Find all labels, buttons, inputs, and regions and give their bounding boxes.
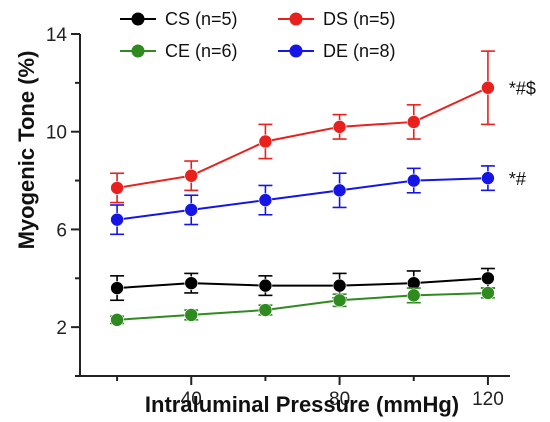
- series-line: [116, 177, 488, 221]
- y-axis-title: Myogenic Tone (%): [14, 51, 39, 250]
- y-tick-label: 14: [46, 25, 68, 46]
- series-layer: *#$ *#: [110, 50, 536, 327]
- legend-label: CS (n=5): [165, 9, 238, 29]
- data-point: [184, 203, 199, 217]
- y-tick-label: 2: [56, 318, 67, 339]
- data-point: [184, 168, 199, 183]
- axes: 2 6 10 14 40 80 120: [46, 25, 510, 410]
- data-point: [332, 293, 347, 308]
- legend-item: CE (n=6): [120, 41, 238, 61]
- y-tick-label: 6: [56, 220, 67, 241]
- data-point: [332, 278, 347, 293]
- legend-item: DS (n=5): [278, 9, 396, 29]
- x-tick-label: 40: [181, 389, 202, 410]
- legend-label: CE (n=6): [165, 41, 238, 61]
- x-tick-label: 120: [472, 389, 504, 410]
- data-point: [258, 303, 273, 317]
- series-2: [110, 286, 495, 327]
- data-point: [258, 134, 273, 149]
- legend-marker: [131, 12, 145, 26]
- series-3: *#: [110, 165, 526, 236]
- legend-label: DS (n=5): [323, 9, 396, 29]
- data-point: [481, 286, 495, 300]
- data-point: [481, 80, 495, 95]
- legend-marker: [289, 12, 303, 26]
- legend-marker: [131, 44, 145, 58]
- series-line: [116, 86, 489, 189]
- x-axis-title: Intraluminal Pressure (mmHg): [145, 392, 459, 417]
- data-point: [258, 278, 273, 293]
- legend: CS (n=5) DS (n=5) CE (n=6) DE (n=8): [120, 9, 396, 61]
- data-point: [481, 271, 495, 286]
- legend-label: DE (n=8): [323, 41, 396, 61]
- significance-annotation: *#$: [509, 79, 536, 99]
- series-line: [117, 277, 488, 290]
- legend-marker: [289, 44, 303, 58]
- data-point: [184, 308, 199, 322]
- data-point: [406, 173, 421, 188]
- legend-item: CS (n=5): [120, 9, 238, 29]
- series-line: [117, 291, 488, 321]
- data-point: [110, 181, 124, 195]
- legend-item: DE (n=8): [278, 41, 396, 61]
- y-tick-label: 10: [46, 123, 67, 144]
- data-point: [110, 281, 124, 295]
- data-point: [110, 212, 124, 227]
- data-point: [332, 183, 347, 198]
- data-point: [184, 276, 199, 290]
- data-point: [110, 313, 124, 327]
- series-1: *#$: [110, 50, 536, 204]
- data-point: [406, 115, 421, 129]
- data-point: [258, 193, 273, 207]
- data-point: [332, 120, 347, 134]
- significance-annotation: *#: [509, 169, 526, 189]
- data-point: [406, 288, 421, 303]
- data-point: [481, 171, 495, 185]
- x-tick-label: 80: [329, 389, 350, 410]
